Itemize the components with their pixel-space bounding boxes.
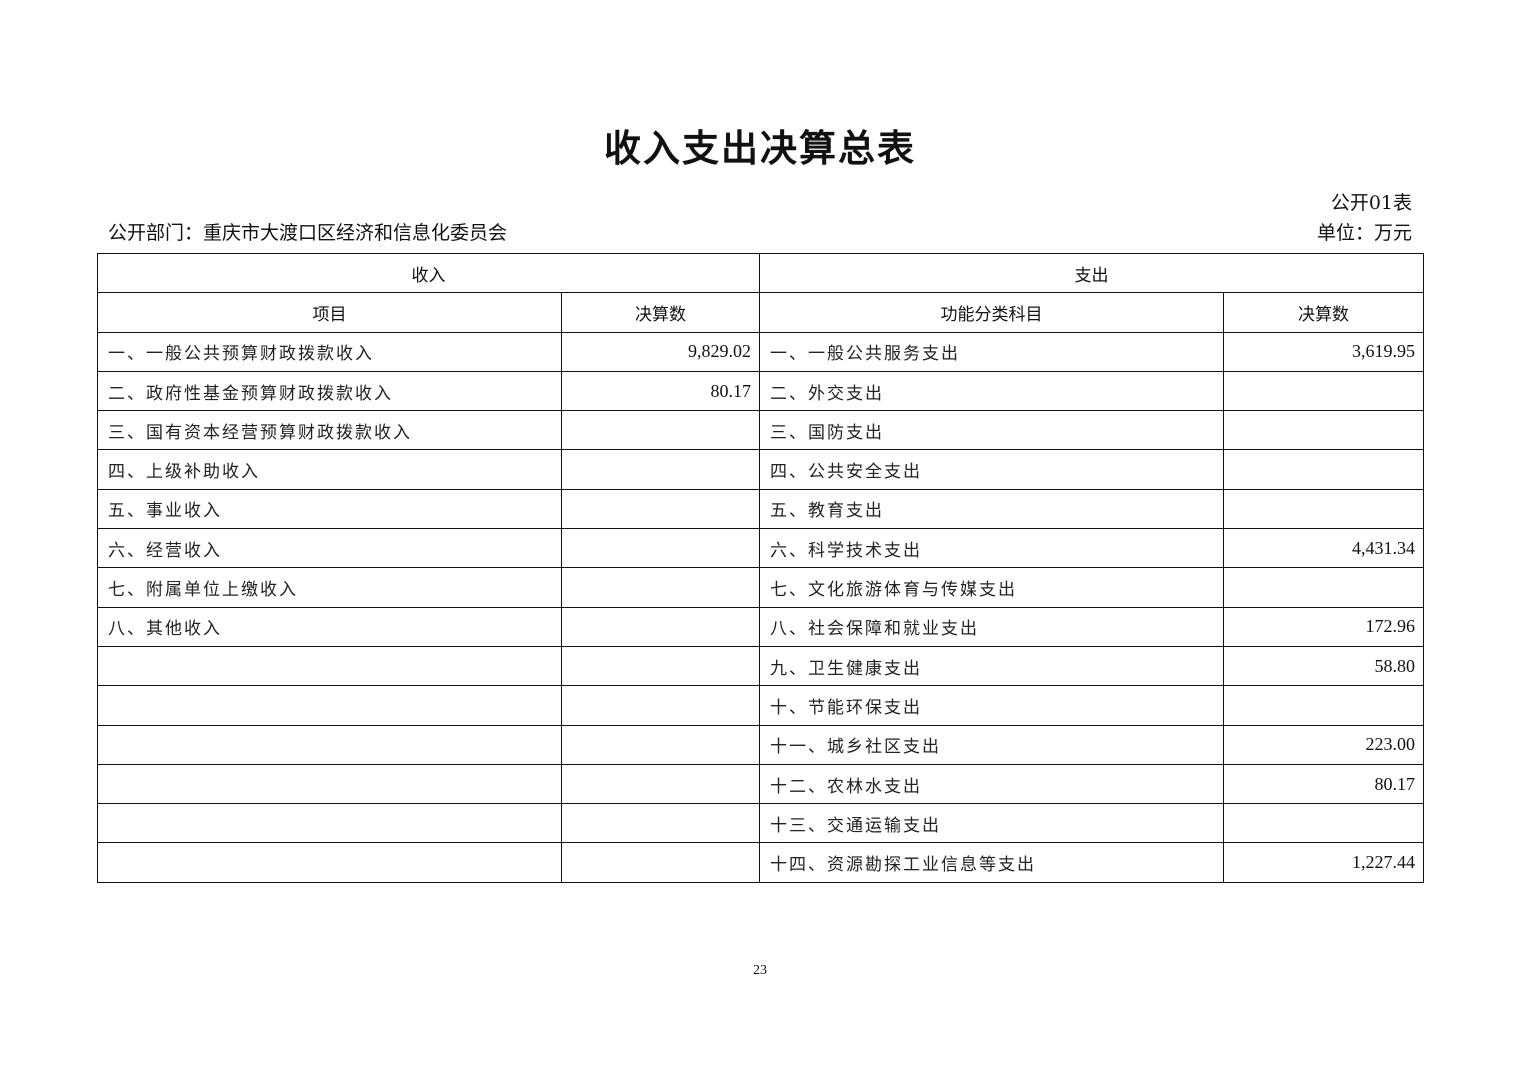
expense-amount-cell: 1,227.44 — [1223, 842, 1424, 883]
column-header-income-item: 项目 — [97, 292, 562, 333]
income-item-cell: 四、上级补助收入 — [97, 449, 562, 490]
expense-amount-cell — [1223, 803, 1424, 844]
table-row: 十一、城乡社区支出 223.00 — [97, 724, 1424, 765]
expense-item-cell: 二、外交支出 — [759, 370, 1224, 412]
income-item-cell: 三、国有资本经营预算财政拨款收入 — [97, 410, 562, 451]
expense-amount-cell — [1223, 567, 1424, 608]
income-amount-cell: 80.17 — [561, 370, 760, 412]
column-header-income-amount: 决算数 — [561, 292, 760, 333]
income-item-cell: 八、其他收入 — [97, 606, 562, 647]
table-row: 四、上级补助收入 四、公共安全支出 — [97, 449, 1424, 490]
income-amount-cell — [561, 528, 760, 569]
table-row: 十二、农林水支出 80.17 — [97, 763, 1424, 805]
income-amount-cell — [561, 724, 760, 765]
table-row: 五、事业收入 五、教育支出 — [97, 488, 1424, 530]
table-row: 九、卫生健康支出 58.80 — [97, 645, 1424, 687]
income-group-header: 收入 — [97, 252, 760, 294]
expense-item-cell: 六、科学技术支出 — [759, 528, 1224, 569]
table-row: 三、国有资本经营预算财政拨款收入 三、国防支出 — [97, 410, 1424, 451]
department-label: 公开部门：重庆市大渡口区经济和信息化委员会 — [108, 222, 508, 244]
income-expense-table: 收入 支出 项目 决算数 功能分类科目 决算数 一、一般公共预算财政拨款收入 9,… — [97, 252, 1424, 883]
table-row: 十三、交通运输支出 — [97, 803, 1424, 844]
expense-amount-cell — [1223, 370, 1424, 412]
expense-item-cell: 十二、农林水支出 — [759, 763, 1224, 805]
income-item-cell — [97, 685, 562, 726]
expense-group-header: 支出 — [759, 252, 1424, 294]
expense-amount-cell — [1223, 449, 1424, 490]
table-row: 一、一般公共预算财政拨款收入 9,829.02 一、一般公共服务支出 3,619.95 — [97, 331, 1424, 372]
table-row: 二、政府性基金预算财政拨款收入 80.17 二、外交支出 — [97, 370, 1424, 412]
expense-amount-cell — [1223, 685, 1424, 726]
column-header-expense-amount: 决算数 — [1223, 292, 1424, 333]
expense-item-cell: 九、卫生健康支出 — [759, 645, 1224, 687]
expense-item-cell: 一、一般公共服务支出 — [759, 331, 1224, 372]
expense-amount-cell — [1223, 410, 1424, 451]
unit-label: 单位：万元 — [1316, 222, 1412, 244]
income-amount-cell — [561, 645, 760, 687]
table-row: 七、附属单位上缴收入 七、文化旅游体育与传媒支出 — [97, 567, 1424, 608]
income-item-cell: 二、政府性基金预算财政拨款收入 — [97, 370, 562, 412]
group-header-row: 收入 支出 — [97, 252, 1424, 294]
expense-amount-cell: 58.80 — [1223, 645, 1424, 687]
expense-amount-cell — [1223, 488, 1424, 530]
page-title: 收入支出决算总表 — [604, 127, 916, 170]
income-item-cell — [97, 763, 562, 805]
expense-item-cell: 十一、城乡社区支出 — [759, 724, 1224, 765]
table-row: 八、其他收入 八、社会保障和就业支出 172.96 — [97, 606, 1424, 647]
income-amount-cell — [561, 842, 760, 883]
income-item-cell: 五、事业收入 — [97, 488, 562, 530]
income-item-cell — [97, 645, 562, 687]
income-item-cell: 一、一般公共预算财政拨款收入 — [97, 331, 562, 372]
expense-item-cell: 十、节能环保支出 — [759, 685, 1224, 726]
table-row: 十四、资源勘探工业信息等支出 1,227.44 — [97, 842, 1424, 883]
expense-item-cell: 三、国防支出 — [759, 410, 1224, 451]
table-row: 十、节能环保支出 — [97, 685, 1424, 726]
income-item-cell — [97, 803, 562, 844]
expense-item-cell: 十三、交通运输支出 — [759, 803, 1224, 844]
expense-item-cell: 四、公共安全支出 — [759, 449, 1224, 490]
income-item-cell — [97, 842, 562, 883]
income-amount-cell — [561, 606, 760, 647]
income-amount-cell — [561, 763, 760, 805]
expense-amount-cell: 3,619.95 — [1223, 331, 1424, 372]
expense-amount-cell: 80.17 — [1223, 763, 1424, 805]
expense-amount-cell: 172.96 — [1223, 606, 1424, 647]
income-amount-cell: 9,829.02 — [561, 331, 760, 372]
column-header-row: 项目 决算数 功能分类科目 决算数 — [97, 292, 1424, 333]
expense-amount-cell: 4,431.34 — [1223, 528, 1424, 569]
page-number: 23 — [753, 963, 767, 978]
income-item-cell: 七、附属单位上缴收入 — [97, 567, 562, 608]
income-amount-cell — [561, 567, 760, 608]
expense-item-cell: 十四、资源勘探工业信息等支出 — [759, 842, 1224, 883]
expense-item-cell: 五、教育支出 — [759, 488, 1224, 530]
expense-amount-cell: 223.00 — [1223, 724, 1424, 765]
income-item-cell — [97, 724, 562, 765]
income-amount-cell — [561, 488, 760, 530]
form-number: 公开01表 — [1330, 192, 1412, 214]
expense-item-cell: 七、文化旅游体育与传媒支出 — [759, 567, 1224, 608]
income-amount-cell — [561, 449, 760, 490]
income-amount-cell — [561, 803, 760, 844]
income-item-cell: 六、经营收入 — [97, 528, 562, 569]
expense-item-cell: 八、社会保障和就业支出 — [759, 606, 1224, 647]
column-header-expense-item: 功能分类科目 — [759, 292, 1224, 333]
table-row: 六、经营收入 六、科学技术支出 4,431.34 — [97, 528, 1424, 569]
income-amount-cell — [561, 410, 760, 451]
income-amount-cell — [561, 685, 760, 726]
